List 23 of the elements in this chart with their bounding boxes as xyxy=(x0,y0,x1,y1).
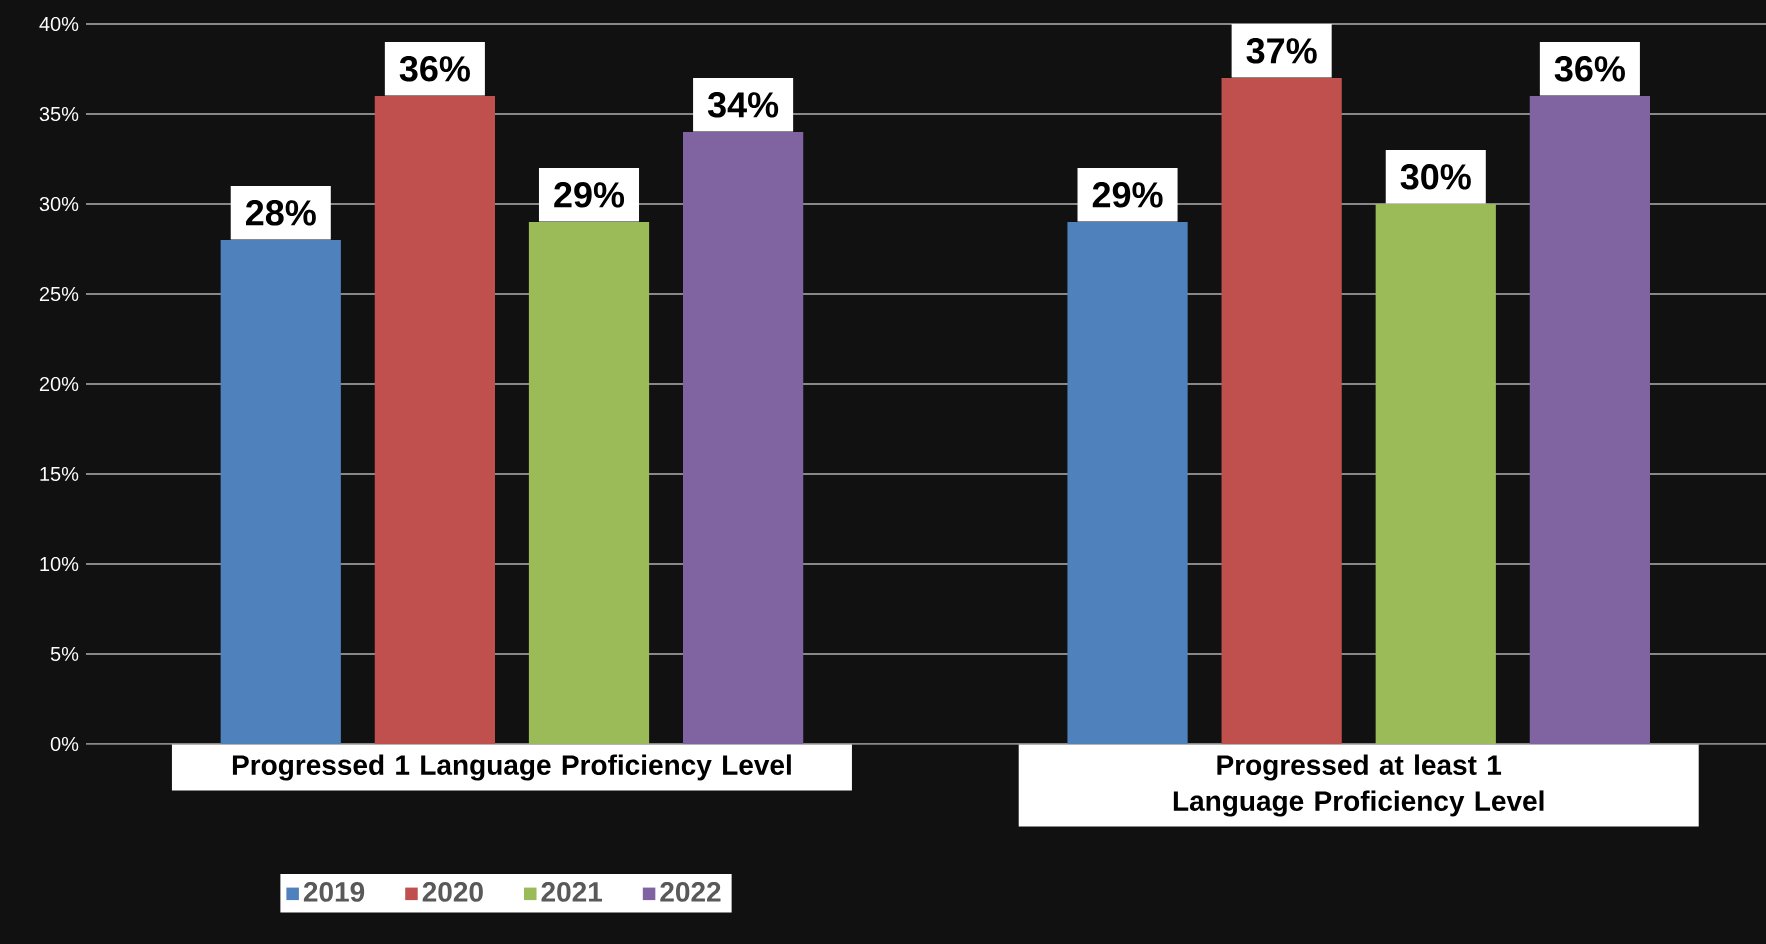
y-tick-label: 15% xyxy=(40,466,79,482)
x-tick-label: Progressed at least 1 Language Proficiency Level xyxy=(1173,754,1544,817)
y-tick-label: 30% xyxy=(39,196,79,212)
data-label: 36% xyxy=(1554,56,1625,82)
y-tick-label: 5% xyxy=(50,646,79,662)
y-tick-label: 25% xyxy=(39,286,79,302)
x-tick-label: Progressed 1 Language Proficiency Level xyxy=(232,754,791,781)
data-label: 29% xyxy=(1092,182,1163,208)
data-label: 34% xyxy=(707,92,779,118)
y-tick-label: 35% xyxy=(39,106,79,122)
legend-label: 2021 xyxy=(541,881,603,902)
legend-label: 2020 xyxy=(422,881,483,902)
legend-label: 2019 xyxy=(303,881,365,902)
data-label: 28% xyxy=(245,200,316,226)
data-label: 36% xyxy=(399,56,470,82)
data-label: 37% xyxy=(1246,38,1317,64)
y-tick-label: 20% xyxy=(39,376,79,392)
y-tick-label: 0% xyxy=(50,736,79,752)
data-label: 30% xyxy=(1400,164,1471,190)
y-tick-label: 10% xyxy=(40,556,79,572)
y-tick-label: 40% xyxy=(39,16,79,32)
data-label: 29% xyxy=(554,182,625,208)
legend-label: 2022 xyxy=(660,881,721,902)
